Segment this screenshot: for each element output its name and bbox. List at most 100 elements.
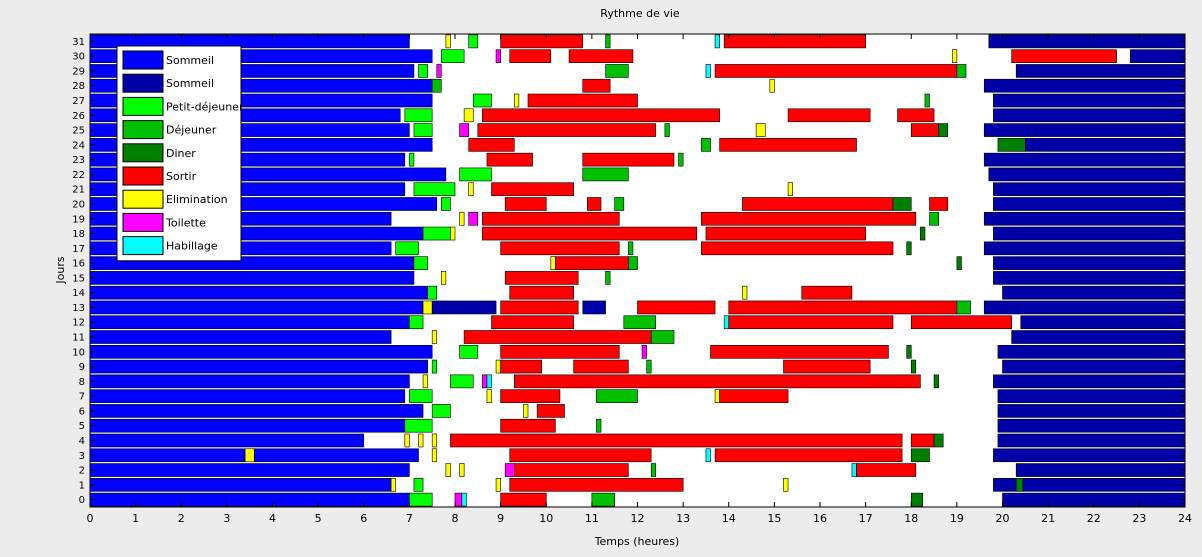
y-tick-label: 17 [72,244,85,255]
bar-day-21-sortir-3 [491,182,574,197]
bar-day-23-sommeil2-5 [983,152,1186,167]
bar-day-3-sommeil2-8 [993,448,1186,463]
bar-day-24-diner-4 [997,138,1026,152]
bar-day-5-sommeil2-4 [997,418,1186,433]
bar-day-14-sommeil2-5 [1002,285,1186,300]
bar-day-7-sortir-3 [500,389,561,403]
bar-day-12-sortir-2 [491,315,574,330]
legend-label-sortir: Sortir [166,170,197,183]
bar-day-2-sortir-4 [514,463,629,477]
bar-day-9-elimination-2 [495,359,501,374]
bar-day-28-dejeuner-1 [431,78,442,93]
legend-label-dejeuner: Déjeuner [166,124,217,137]
bar-day-0-diner-6 [910,492,923,507]
bar-day-29-habillage-4 [705,64,711,78]
bar-day-0-habillage-3 [461,492,467,507]
x-tick-label: 8 [452,512,459,525]
bar-day-29-toilette-2 [436,64,442,78]
y-tick-label: 0 [79,495,85,506]
bar-day-31-dejeuner-4 [605,34,611,49]
bar-day-18-sortir-4 [705,226,866,241]
bar-day-25-elimination-5 [755,123,766,137]
bar-day-30-sortir-4 [568,49,634,63]
bar-day-10-sommeil2-6 [997,344,1186,359]
bar-day-11-dejeuner-3 [650,330,675,344]
y-tick-label: 7 [79,392,85,403]
bar-day-17-sommeil2-6 [983,241,1186,256]
bar-day-31-sommeil2-7 [988,34,1186,49]
bar-day-31-elimination-1 [445,34,451,49]
y-tick-label: 14 [72,288,85,299]
bar-day-26-sortir-5 [897,108,935,123]
y-tick-label: 30 [72,52,85,63]
bar-day-16-elimination-2 [550,256,556,270]
bar-day-7-sortir-6 [719,389,789,403]
bar-day-23-dejeuner-4 [678,152,684,167]
x-tick-label: 9 [497,512,504,525]
bar-day-4-elimination-2 [418,433,424,448]
legend-swatch-toilette [122,212,164,232]
bar-day-24-sortir-3 [719,138,857,152]
legend-swatch-sommeil1 [122,50,164,70]
bar-day-21-petit-1 [413,182,456,197]
bar-day-2-elimination-1 [445,463,451,477]
x-tick-label: 2 [178,512,185,525]
bar-day-16-petit-1 [413,256,428,270]
y-tick-label: 13 [72,303,85,314]
y-tick-label: 1 [79,480,85,491]
bar-day-7-petit-1 [409,389,433,403]
bar-day-29-sortir-5 [714,64,958,78]
y-tick-label: 20 [72,199,85,210]
legend-swatch-sommeil2 [122,73,164,93]
bar-day-6-sommeil1-0 [89,404,424,418]
x-tick-label: 6 [360,512,367,525]
bar-day-30-elimination-5 [952,49,958,63]
bar-day-11-elimination-1 [431,330,438,344]
bar-day-30-sommeil2-7 [1129,49,1186,63]
bar-day-25-toilette-2 [459,123,469,137]
legend-swatch-dejeuner [122,120,164,140]
bar-day-0-sommeil1-0 [89,492,410,507]
bar-day-19-sortir-4 [701,211,917,226]
x-tick-label: 7 [406,512,413,525]
y-tick-label: 15 [72,273,85,284]
bar-day-3-sortir-4 [509,448,652,463]
bar-day-4-sortir-5 [910,433,935,448]
bar-day-12-dejeuner-3 [623,315,657,330]
bar-day-1-elimination-1 [390,478,396,492]
bar-day-14-elimination-3 [742,285,748,300]
bar-day-13-elimination-1 [422,300,433,315]
bar-day-7-sommeil2-7 [997,389,1186,403]
bar-day-3-sortir-6 [714,448,903,463]
bar-day-10-petit-1 [459,344,479,359]
bar-day-8-diner-6 [933,374,939,389]
bar-day-30-petit-1 [441,49,465,63]
bar-day-12-habillage-4 [723,315,730,330]
bar-day-3-sommeil1-2 [253,448,419,463]
y-tick-label: 19 [72,214,85,225]
bar-day-2-habillage-6 [851,463,857,477]
bar-day-4-sommeil1-0 [89,433,365,448]
legend-label-sommeil2: Sommeil [166,77,214,90]
bar-day-3-diner-7 [910,448,930,463]
bar-day-3-habillage-5 [705,448,711,463]
bar-day-19-sortir-3 [482,211,620,226]
bar-day-15-elimination-1 [441,271,447,285]
bar-day-18-sortir-3 [482,226,698,241]
legend-label-sommeil1: Sommeil [166,54,214,67]
x-tick-label: 16 [813,512,827,525]
bar-day-7-sommeil1-0 [89,389,406,403]
bar-day-16-dejeuner-4 [628,256,638,270]
bar-day-2-elimination-2 [459,463,465,477]
bar-day-9-diner-7 [910,359,917,374]
bar-day-10-toilette-3 [641,344,647,359]
bar-day-21-elimination-2 [468,182,474,197]
bar-day-1-diner-7 [1015,478,1024,492]
bar-day-26-sortir-4 [787,108,871,123]
bar-day-5-sortir-2 [500,418,556,433]
x-tick-label: 17 [859,512,873,525]
y-tick-label: 8 [79,377,85,388]
legend-swatch-petit [122,96,164,116]
legend-swatch-sortir [122,166,164,186]
bar-day-22-sommeil2-3 [988,167,1186,182]
